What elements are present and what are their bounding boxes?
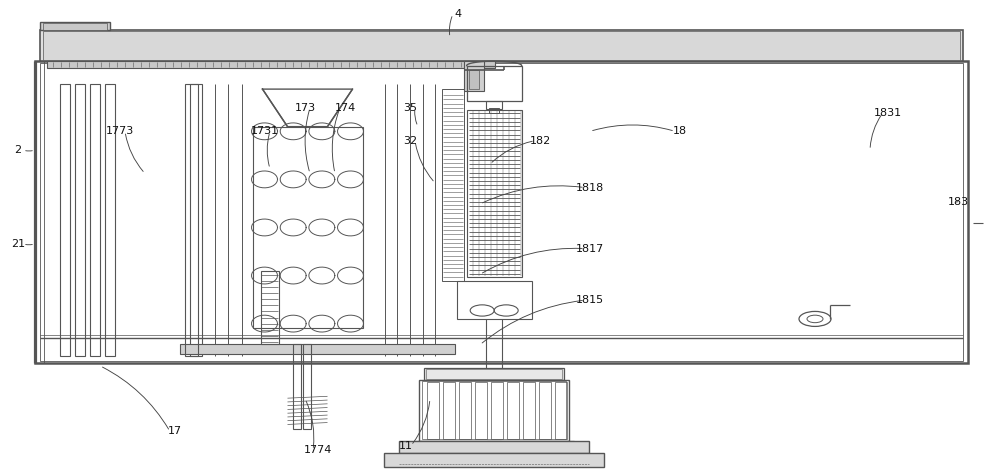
Text: 32: 32 xyxy=(403,136,417,146)
Bar xyxy=(539,382,551,439)
Bar xyxy=(426,369,562,379)
Bar xyxy=(467,110,522,277)
Text: 1818: 1818 xyxy=(576,182,604,193)
Text: 1815: 1815 xyxy=(576,295,604,305)
Bar xyxy=(486,101,502,109)
Bar xyxy=(442,89,464,281)
Bar xyxy=(414,441,574,451)
Text: 1831: 1831 xyxy=(874,107,902,118)
Bar xyxy=(60,84,70,356)
Bar xyxy=(422,381,566,439)
Bar xyxy=(469,70,479,89)
Bar xyxy=(40,30,963,61)
Text: 1773: 1773 xyxy=(106,126,134,136)
Bar xyxy=(507,382,519,439)
Text: 173: 173 xyxy=(294,103,316,113)
Bar xyxy=(190,84,202,356)
Text: 1817: 1817 xyxy=(576,243,604,254)
Text: 17: 17 xyxy=(168,426,182,437)
Text: 183: 183 xyxy=(947,197,969,207)
Bar xyxy=(292,344,300,429)
Bar xyxy=(43,23,107,30)
Bar xyxy=(457,281,532,319)
Bar xyxy=(459,382,471,439)
Bar xyxy=(90,84,100,356)
Bar xyxy=(302,344,310,429)
Bar xyxy=(35,61,968,363)
Bar xyxy=(40,63,963,361)
Bar xyxy=(555,382,567,439)
Bar xyxy=(40,22,110,30)
Bar xyxy=(43,31,960,60)
Text: 182: 182 xyxy=(529,136,551,146)
Bar xyxy=(252,127,362,328)
Bar xyxy=(384,453,604,467)
Bar xyxy=(487,441,501,451)
Text: 2: 2 xyxy=(14,145,22,155)
Bar xyxy=(427,382,439,439)
Bar xyxy=(399,441,589,453)
Bar xyxy=(523,382,535,439)
Bar xyxy=(464,61,484,91)
Bar xyxy=(419,380,569,441)
Bar xyxy=(475,382,487,439)
Bar xyxy=(424,368,564,380)
Bar xyxy=(443,382,455,439)
Text: 1731: 1731 xyxy=(251,126,279,136)
Bar xyxy=(180,344,455,354)
Bar xyxy=(260,271,278,344)
Text: 18: 18 xyxy=(673,126,687,136)
Bar xyxy=(467,66,522,101)
Text: 1774: 1774 xyxy=(304,445,332,455)
Text: 174: 174 xyxy=(334,103,356,113)
Bar xyxy=(424,442,564,449)
Bar xyxy=(75,84,85,356)
Bar xyxy=(105,84,115,356)
Text: 21: 21 xyxy=(11,239,25,249)
Bar xyxy=(185,84,198,356)
Bar xyxy=(491,382,503,439)
Text: 11: 11 xyxy=(399,440,413,451)
Bar xyxy=(47,61,495,68)
Text: 35: 35 xyxy=(403,103,417,113)
Bar xyxy=(489,108,499,113)
Text: 4: 4 xyxy=(454,9,462,19)
